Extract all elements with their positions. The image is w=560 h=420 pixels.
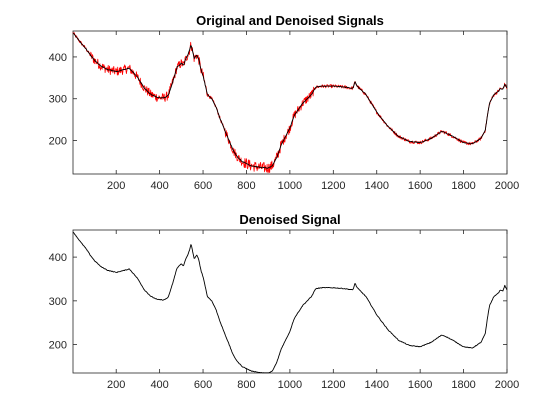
top-x-tick-label: 1200 — [321, 180, 345, 192]
top-x-tick-label: 800 — [237, 180, 255, 192]
top-axes: 200 400 600 800 1000 1200 1400 1600 1800 2000 200 3… — [49, 13, 520, 192]
top-y-tick-label: 400 — [49, 52, 67, 64]
top-x-tick-label: 200 — [107, 180, 125, 192]
bottom-x-tick-label: 2000 — [495, 379, 519, 391]
top-x-tick-label: 600 — [194, 180, 212, 192]
bottom-y-tick-label: 200 — [49, 340, 67, 352]
top-x-tick-label: 2000 — [495, 180, 519, 192]
top-axes-ticks: 200 400 600 800 1000 1200 1400 1600 1800 2000 200 3… — [49, 31, 519, 192]
top-y-tick-label: 300 — [49, 94, 67, 106]
bottom-x-tick-label: 600 — [194, 379, 212, 391]
bottom-x-tick-label: 1200 — [321, 379, 345, 391]
top-x-tick-label: 1600 — [408, 180, 432, 192]
top-x-tick-label: 400 — [150, 180, 168, 192]
top-chart-title: Original and Denoised Signals — [196, 13, 384, 28]
top-denoised-signal-line — [72, 32, 508, 169]
bottom-x-tick-label: 200 — [107, 379, 125, 391]
bottom-x-tick-label: 1600 — [408, 379, 432, 391]
bottom-x-tick-label: 800 — [237, 379, 255, 391]
bottom-denoised-signal-line — [72, 231, 508, 374]
bottom-y-tick-label: 400 — [49, 252, 67, 264]
top-x-tick-label: 1000 — [278, 180, 302, 192]
bottom-axes: 200 400 600 800 1000 1200 1400 1600 1800 2000 200 3… — [49, 212, 520, 391]
bottom-y-tick-label: 300 — [49, 296, 67, 308]
top-x-tick-label: 1800 — [451, 180, 475, 192]
bottom-x-tick-label: 1800 — [451, 379, 475, 391]
top-axes-series — [72, 32, 508, 174]
bottom-axes-ticks: 200 400 600 800 1000 1200 1400 1600 1800 2000 200 3… — [49, 230, 519, 391]
bottom-axes-frame — [72, 229, 508, 374]
bottom-chart-title: Denoised Signal — [239, 212, 340, 227]
bottom-axes-series — [72, 231, 508, 374]
top-axes-frame — [72, 30, 508, 175]
bottom-x-tick-label: 1000 — [278, 379, 302, 391]
top-y-tick-label: 200 — [49, 136, 67, 148]
bottom-x-tick-label: 1400 — [364, 379, 388, 391]
top-x-tick-label: 1400 — [364, 180, 388, 192]
bottom-x-tick-label: 400 — [150, 379, 168, 391]
